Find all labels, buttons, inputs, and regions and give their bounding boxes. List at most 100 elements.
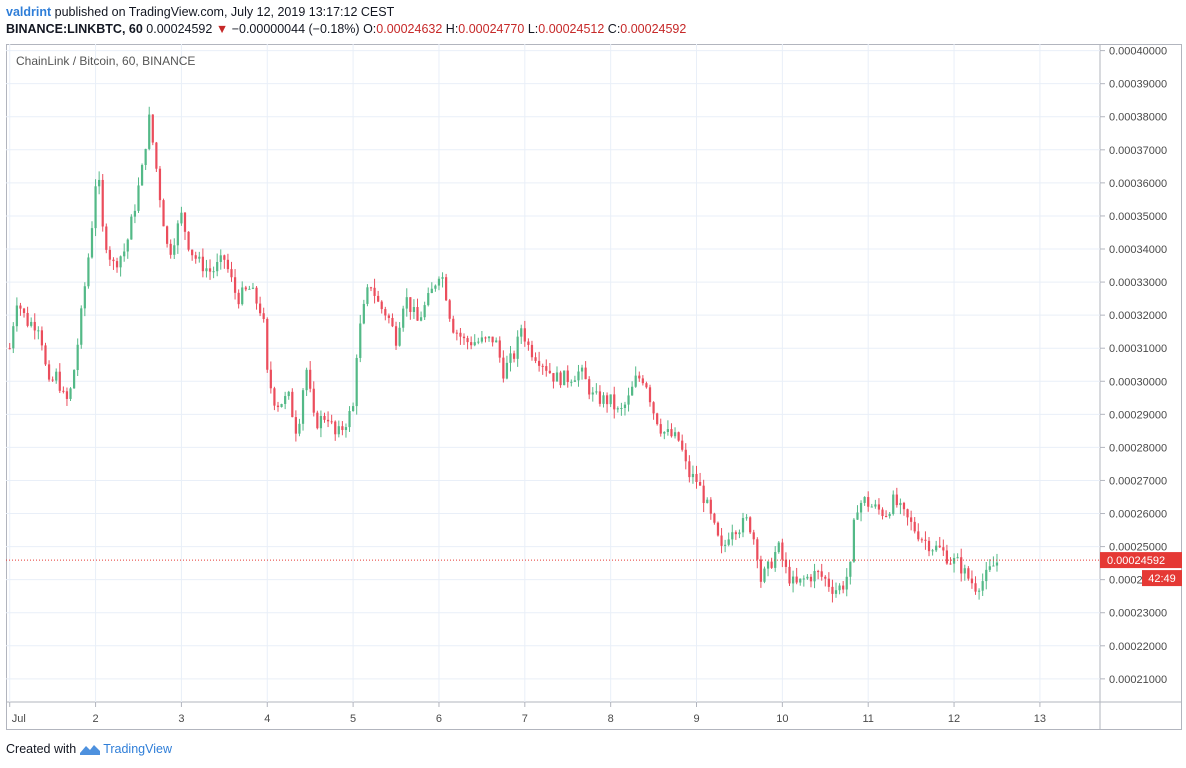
candle-body — [634, 375, 637, 387]
candle-body — [530, 344, 534, 358]
candle-body — [377, 295, 380, 302]
candle-body — [33, 321, 36, 331]
candle-body — [90, 228, 94, 258]
candle-body — [276, 405, 280, 408]
candle-body — [831, 586, 834, 594]
candle-body — [248, 288, 251, 290]
price-chart[interactable]: 0.000210000.000220000.000230000.00024000… — [6, 44, 1182, 730]
candle-body — [720, 535, 723, 546]
y-tick-label: 0.00030000 — [1109, 376, 1167, 388]
candle-body — [627, 395, 630, 405]
close-value: 0.00024592 — [620, 22, 687, 36]
candle-body — [394, 326, 398, 346]
candle-body — [645, 383, 648, 388]
tradingview-link[interactable]: TradingView — [103, 742, 172, 756]
candle-body — [566, 370, 569, 383]
candle-body — [255, 287, 258, 304]
candle-body — [791, 576, 795, 584]
author-name[interactable]: valdrint — [6, 5, 52, 19]
candle-body — [19, 305, 22, 309]
candle-body — [910, 517, 913, 522]
price-axis[interactable]: 0.000210000.000220000.000230000.00024000… — [1100, 46, 1167, 686]
candle-body — [402, 308, 405, 328]
candle-body — [94, 186, 97, 229]
candle-body — [602, 395, 605, 404]
candle-body — [834, 590, 838, 594]
time-axis[interactable]: Jul 2 3 4 5 6 7 8 9 10 11 12 13 — [9, 702, 1046, 725]
candle-body — [852, 519, 856, 562]
candle-body — [927, 540, 931, 552]
candle-body — [326, 419, 330, 422]
candle-body — [316, 412, 319, 429]
candle-body — [87, 257, 90, 287]
y-tick-label: 0.00036000 — [1109, 178, 1167, 190]
candle-body — [262, 313, 265, 319]
candle-body — [198, 256, 201, 259]
candle-body — [681, 440, 684, 450]
candle-body — [527, 341, 530, 345]
candle-body — [709, 499, 712, 514]
down-arrow-icon: ▼ — [215, 22, 229, 36]
candle-body — [419, 317, 423, 321]
candle-body — [83, 286, 86, 309]
candle-body — [888, 513, 891, 517]
candle-body — [148, 114, 151, 149]
x-tick-label: 13 — [1034, 713, 1046, 725]
candle-body — [237, 292, 240, 305]
y-tick-label: 0.00026000 — [1109, 509, 1167, 521]
x-tick-label: 5 — [350, 713, 356, 725]
candle-body — [548, 370, 551, 374]
candle-body — [173, 245, 176, 255]
low-value: 0.00024512 — [538, 22, 605, 36]
candle-body — [541, 365, 544, 367]
candle-body — [899, 502, 902, 506]
candle-body — [208, 268, 212, 272]
candle-body — [452, 318, 455, 333]
candle-body — [230, 269, 233, 278]
candle-body — [359, 323, 362, 358]
candle-body — [695, 473, 698, 483]
candle-body — [409, 297, 412, 313]
candle-body — [745, 517, 748, 519]
candle-body — [906, 509, 909, 518]
candle-body — [920, 539, 923, 541]
candle-body — [366, 287, 369, 304]
candle-body — [119, 256, 122, 268]
candle-body — [884, 516, 888, 518]
y-tick-label: 0.00033000 — [1109, 277, 1167, 289]
candle-body — [512, 353, 516, 359]
y-tick-label: 0.00035000 — [1109, 211, 1167, 223]
created-with-text: Created with — [6, 742, 77, 756]
candle-body — [616, 408, 619, 410]
x-tick-label: Jul — [12, 713, 26, 725]
y-tick-label: 0.00022000 — [1109, 641, 1167, 653]
candle-body — [187, 231, 190, 250]
candle-body — [981, 581, 984, 591]
chart-container[interactable]: 0.00021000 0.00022000 0.00023000 0.00024000… — [6, 44, 1182, 730]
candle-body — [963, 568, 966, 574]
candle-body — [806, 576, 809, 579]
candle-body — [505, 362, 509, 379]
candle-body — [881, 509, 884, 517]
candle-body — [670, 429, 673, 437]
candle-body — [555, 372, 559, 382]
candle-body — [498, 340, 501, 358]
candle-body — [845, 576, 848, 590]
candle-body — [559, 372, 562, 386]
candle-body — [405, 297, 408, 309]
candle-body — [974, 583, 977, 592]
candle-body — [330, 421, 333, 423]
candle-body — [838, 585, 841, 591]
last-price-tag-label: 0.00024592 — [1107, 555, 1165, 567]
candle-body — [337, 426, 340, 435]
candle-body — [749, 517, 752, 533]
open-label: O: — [363, 22, 377, 36]
candle-body — [727, 539, 730, 545]
candle-body — [591, 392, 594, 395]
symbol-info-bar: BINANCE:LINKBTC, 60 0.00024592 ▼ −0.0000… — [6, 22, 686, 36]
candle-body — [766, 561, 770, 569]
candle-body — [477, 341, 480, 343]
candle-body — [384, 309, 387, 316]
candle-body — [967, 568, 970, 579]
candle-body — [269, 369, 272, 389]
